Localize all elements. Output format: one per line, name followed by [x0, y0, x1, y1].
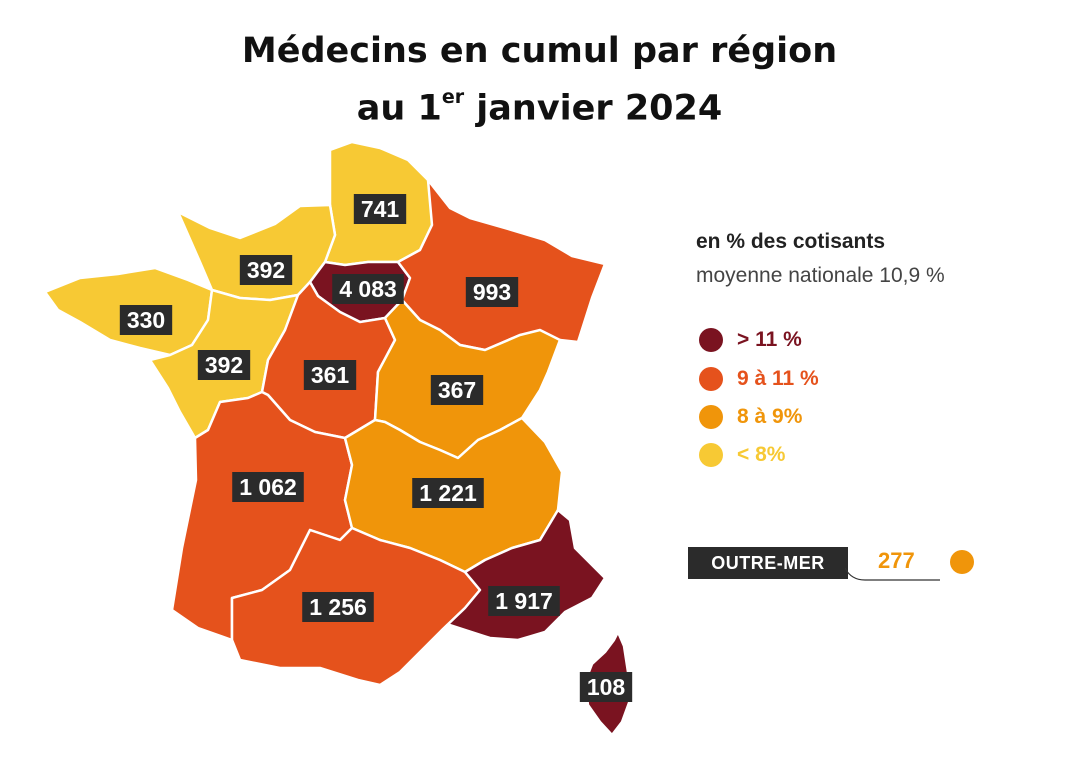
outremer-leader-line [845, 567, 940, 581]
legend-heading: en % des cotisants [696, 230, 886, 253]
region-value-box [303, 360, 357, 390]
region-value-label: 392 [205, 352, 243, 378]
legend-item-under-8: < 8% [699, 442, 785, 468]
region-value-box [430, 375, 484, 405]
title-line-2-prefix: au 1 [356, 88, 442, 129]
value-badge-grand-est: 993 [465, 277, 519, 307]
legend-item-over-11: > 11 % [699, 327, 802, 353]
legend-dot [699, 443, 723, 467]
region-value-label: 361 [311, 362, 350, 388]
region-value-label: 108 [587, 674, 626, 700]
value-badge-centre-val-de-loire: 361 [303, 360, 357, 390]
region-value-label: 1 221 [419, 480, 477, 506]
legend-label: < 8% [737, 443, 786, 466]
region-value-label: 993 [473, 279, 511, 305]
value-badge-provence-alpes-cote-dazur: 1 917 [488, 586, 560, 616]
region-value-label: 392 [247, 257, 285, 283]
region-value-box [353, 194, 407, 224]
value-badge-nouvelle-aquitaine: 1 062 [232, 472, 304, 502]
legend-label: 9 à 11 % [737, 367, 819, 390]
region-provence-alpes-cote-dazur [440, 508, 607, 642]
region-value-box [579, 672, 633, 702]
title-line-1: Médecins en cumul par région [241, 31, 838, 71]
value-badge-pays-de-la-loire: 392 [197, 350, 251, 380]
region-value-label: 1 062 [239, 474, 297, 500]
region-value-label: 330 [127, 307, 165, 333]
region-value-box [119, 305, 173, 335]
region-value-label: 741 [361, 196, 400, 222]
region-value-box [302, 592, 374, 622]
value-badges: 741 392 4 083 993 330 392 361 367 1 062 1 221 1 25… [119, 194, 633, 702]
region-value-box [332, 274, 404, 304]
legend-dot [699, 405, 723, 429]
title-line-2-suffix: janvier 2024 [464, 88, 723, 129]
legend-subheading: moyenne nationale 10,9 % [696, 264, 945, 287]
region-value-box [465, 277, 519, 307]
legend-item-9-to-11: 9 à 11 % [699, 366, 819, 392]
legend-item-8-to-9: 8 à 9% [699, 404, 802, 430]
value-badge-bretagne: 330 [119, 305, 173, 335]
region-value-label: 1 256 [309, 594, 367, 620]
value-badge-bourgogne-franche-comte: 367 [430, 375, 484, 405]
region-value-box [197, 350, 251, 380]
value-badge-auvergne-rhone-alpes: 1 221 [412, 478, 484, 508]
value-badge-occitanie: 1 256 [302, 592, 374, 622]
region-value-box [412, 478, 484, 508]
value-badge-hauts-de-france: 741 [353, 194, 407, 224]
outremer-dot [950, 550, 974, 574]
title-line-2-superscript: er [441, 86, 465, 108]
legend-label: 8 à 9% [737, 405, 803, 428]
value-badge-normandie: 392 [239, 255, 293, 285]
region-value-label: 4 083 [339, 276, 397, 302]
region-value-label: 1 917 [495, 588, 553, 614]
map-title: Médecins en cumul par région au 1er janv… [0, 26, 1079, 134]
legend-dot [699, 328, 723, 352]
legend-label: > 11 % [737, 328, 802, 351]
region-value-box [232, 472, 304, 502]
region-value-box [239, 255, 293, 285]
value-badge-ile-de-france: 4 083 [332, 274, 404, 304]
value-badge-corse: 108 [579, 672, 633, 702]
title-line-2: au 1er janvier 2024 [0, 76, 1079, 134]
region-value-box [488, 586, 560, 616]
legend-dot [699, 367, 723, 391]
outremer-value: 277 [878, 548, 915, 573]
region-value-label: 367 [438, 377, 476, 403]
outremer-label: OUTRE-MER [688, 547, 848, 579]
